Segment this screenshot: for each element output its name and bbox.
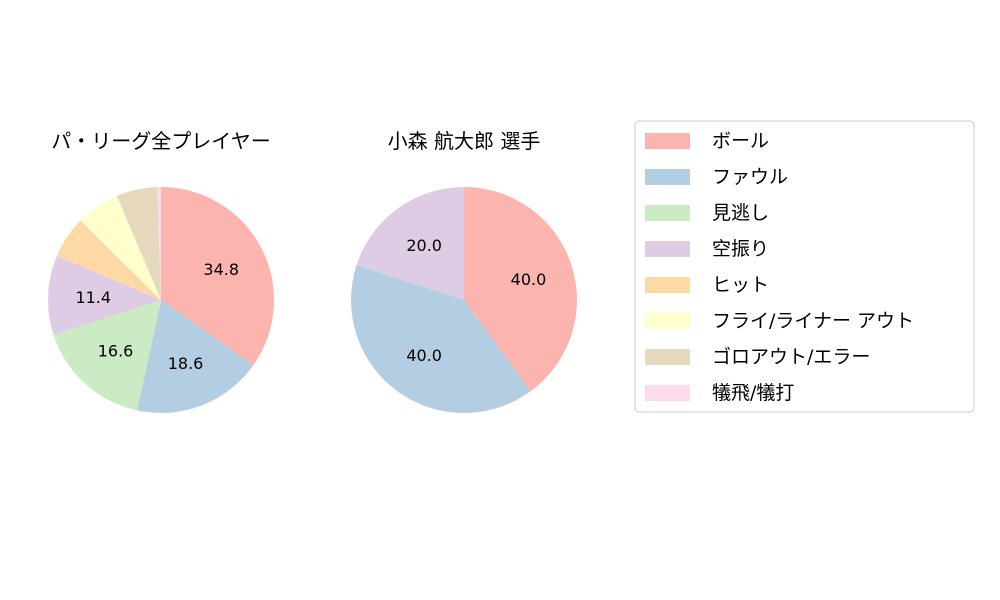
pie-slices-player xyxy=(351,187,577,413)
legend-swatch xyxy=(645,277,690,293)
legend-swatch xyxy=(645,241,690,257)
pie-slice xyxy=(53,300,162,411)
chart-title-league: パ・リーグ全プレイヤー xyxy=(51,129,270,153)
pie-slice xyxy=(351,265,531,413)
legend-swatch xyxy=(645,385,690,401)
legend-label: ゴロアウト/エラー xyxy=(712,346,870,368)
pie-slice xyxy=(157,187,161,300)
pie-labels-league: 34.8 18.6 16.6 11.4 xyxy=(75,260,239,373)
legend-label: 見逃し xyxy=(712,202,769,224)
chart-title-player: 小森 航大郎 選手 xyxy=(388,129,541,153)
legend-label: 空振り xyxy=(712,238,769,260)
pie-slice xyxy=(57,220,161,300)
pie-chart-league: パ・リーグ全プレイヤー 34.8 18.6 16.6 11.4 xyxy=(47,129,274,414)
slice-value-label: 11.4 xyxy=(75,288,111,307)
pie-slice xyxy=(161,187,274,366)
legend-swatch xyxy=(645,169,690,185)
pie-slice xyxy=(464,187,577,392)
legend-swatch xyxy=(645,313,690,329)
legend-frame xyxy=(634,120,975,413)
legend-swatch xyxy=(645,133,690,149)
slice-value-label: 20.0 xyxy=(406,236,442,255)
pie-slice xyxy=(137,300,254,414)
pie-chart-player: 小森 航大郎 選手 40.0 40.0 20.0 xyxy=(351,129,577,413)
pie-slice xyxy=(356,187,464,300)
legend-label: ヒット xyxy=(712,274,769,296)
slice-value-label: 18.6 xyxy=(168,354,204,373)
slice-value-label: 40.0 xyxy=(511,270,547,289)
slice-value-label: 40.0 xyxy=(406,346,442,365)
pie-slice xyxy=(47,255,161,335)
legend-label: ボール xyxy=(712,130,769,152)
pie-slice xyxy=(116,187,161,300)
legend-swatch xyxy=(645,349,690,365)
pie-labels-player: 40.0 40.0 20.0 xyxy=(406,236,546,365)
pie-slice xyxy=(80,196,161,300)
slice-value-label: 34.8 xyxy=(203,260,239,279)
legend-label: ファウル xyxy=(712,166,788,188)
legend-label: 犠飛/犠打 xyxy=(712,382,794,404)
legend-swatch xyxy=(645,205,690,221)
legend-label: フライ/ライナー アウト xyxy=(712,310,914,332)
pie-slices-league xyxy=(47,187,274,414)
slice-value-label: 16.6 xyxy=(98,341,134,360)
